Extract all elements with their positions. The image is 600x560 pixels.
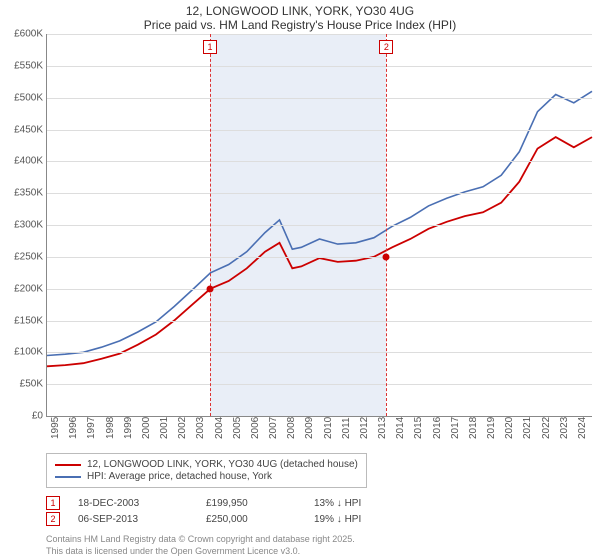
y-axis-label: £150K (1, 315, 43, 326)
footer-line1: Contains HM Land Registry data © Crown c… (46, 534, 592, 546)
y-axis-label: £250K (1, 251, 43, 262)
price-chart: £0£50K£100K£150K£200K£250K£300K£350K£400… (46, 34, 592, 417)
x-axis-label: 1998 (105, 417, 116, 439)
transaction-table: 1 18-DEC-2003 £199,950 13% ↓ HPI 2 06-SE… (46, 496, 592, 526)
x-axis-label: 2016 (432, 417, 443, 439)
y-axis-label: £300K (1, 220, 43, 231)
y-axis-label: £450K (1, 124, 43, 135)
x-axis-label: 2015 (413, 417, 424, 439)
x-axis-label: 2017 (450, 417, 461, 439)
x-axis-label: 2008 (286, 417, 297, 439)
x-axis-label: 2005 (232, 417, 243, 439)
y-axis-label: £200K (1, 283, 43, 294)
chart-marker-dot (383, 253, 390, 260)
x-axis-label: 2013 (377, 417, 388, 439)
x-axis-label: 2002 (177, 417, 188, 439)
x-axis-label: 2020 (504, 417, 515, 439)
x-axis-label: 2024 (577, 417, 588, 439)
x-axis-label: 2003 (195, 417, 206, 439)
x-axis-label: 2001 (159, 417, 170, 439)
x-axis-label: 2010 (323, 417, 334, 439)
x-axis-label: 2004 (214, 417, 225, 439)
chart-title: 12, LONGWOOD LINK, YORK, YO30 4UG Price … (0, 0, 600, 34)
legend-swatch-property (55, 464, 81, 466)
y-axis-label: £500K (1, 92, 43, 103)
x-axis-label: 2007 (268, 417, 279, 439)
transaction-delta: 13% ↓ HPI (314, 498, 361, 509)
x-axis-label: 2021 (522, 417, 533, 439)
transaction-marker-icon: 1 (46, 496, 60, 510)
transaction-date: 06-SEP-2013 (78, 514, 188, 525)
x-axis-label: 2012 (359, 417, 370, 439)
legend-label-hpi: HPI: Average price, detached house, York (87, 471, 272, 482)
x-axis-label: 2000 (141, 417, 152, 439)
legend-label-property: 12, LONGWOOD LINK, YORK, YO30 4UG (detac… (87, 459, 358, 470)
legend-swatch-hpi (55, 476, 81, 478)
x-axis-label: 2022 (541, 417, 552, 439)
legend-box: 12, LONGWOOD LINK, YORK, YO30 4UG (detac… (46, 453, 367, 488)
legend-row-hpi: HPI: Average price, detached house, York (55, 471, 358, 482)
y-axis-label: £50K (1, 379, 43, 390)
chart-marker-dot (206, 285, 213, 292)
x-axis-label: 2019 (486, 417, 497, 439)
legend-area: 12, LONGWOOD LINK, YORK, YO30 4UG (detac… (46, 453, 592, 557)
series-hpi (47, 91, 592, 355)
y-axis-label: £550K (1, 60, 43, 71)
transaction-row: 1 18-DEC-2003 £199,950 13% ↓ HPI (46, 496, 592, 510)
attribution-footer: Contains HM Land Registry data © Crown c… (46, 534, 592, 557)
title-address: 12, LONGWOOD LINK, YORK, YO30 4UG (10, 4, 590, 18)
x-axis-label: 2006 (250, 417, 261, 439)
transaction-marker-icon: 2 (46, 512, 60, 526)
transaction-price: £250,000 (206, 514, 296, 525)
transaction-row: 2 06-SEP-2013 £250,000 19% ↓ HPI (46, 512, 592, 526)
x-axis-label: 2011 (341, 417, 352, 439)
x-axis-label: 1997 (86, 417, 97, 439)
transaction-delta: 19% ↓ HPI (314, 514, 361, 525)
x-axis-label: 2023 (559, 417, 570, 439)
transaction-price: £199,950 (206, 498, 296, 509)
transaction-date: 18-DEC-2003 (78, 498, 188, 509)
chart-marker-label: 2 (379, 40, 393, 54)
title-subtitle: Price paid vs. HM Land Registry's House … (10, 18, 590, 32)
x-axis-label: 1996 (68, 417, 79, 439)
legend-row-property: 12, LONGWOOD LINK, YORK, YO30 4UG (detac… (55, 459, 358, 470)
x-axis-label: 2009 (304, 417, 315, 439)
chart-marker-label: 1 (203, 40, 217, 54)
y-axis-label: £0 (1, 411, 43, 422)
x-axis-label: 1995 (50, 417, 61, 439)
footer-line2: This data is licensed under the Open Gov… (46, 546, 592, 558)
x-axis-label: 2014 (395, 417, 406, 439)
y-axis-label: £350K (1, 188, 43, 199)
x-axis-label: 2018 (468, 417, 479, 439)
y-axis-label: £600K (1, 29, 43, 40)
y-axis-label: £400K (1, 156, 43, 167)
y-axis-label: £100K (1, 347, 43, 358)
x-axis-label: 1999 (123, 417, 134, 439)
series-property (47, 137, 592, 366)
